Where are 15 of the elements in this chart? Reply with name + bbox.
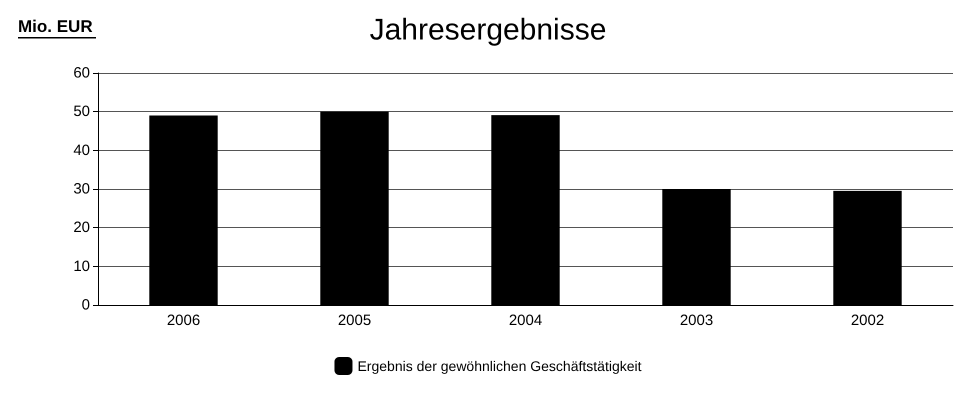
y-axis-title: Mio. EUR: [18, 17, 93, 36]
y-tick-label: 40: [73, 142, 90, 159]
x-tick-label: 2002: [850, 312, 884, 329]
legend-label: Ergebnis der gewöhnlichen Geschäftstätigkeit: [357, 358, 642, 374]
x-tick-label: 2004: [508, 312, 542, 329]
x-tick-label: 2005: [338, 312, 372, 329]
y-tick-label: 60: [73, 64, 90, 82]
y-tick-label: 10: [73, 258, 90, 275]
y-tick-label: 20: [73, 219, 90, 236]
y-tick-label: 0: [82, 296, 90, 314]
y-tick-label: 30: [73, 180, 90, 198]
x-tick-label: 2006: [166, 312, 200, 329]
chart-title: Jahresergebnisse: [370, 14, 606, 46]
y-tick-label: 50: [73, 103, 90, 120]
x-tick-label: 2003: [680, 312, 714, 329]
